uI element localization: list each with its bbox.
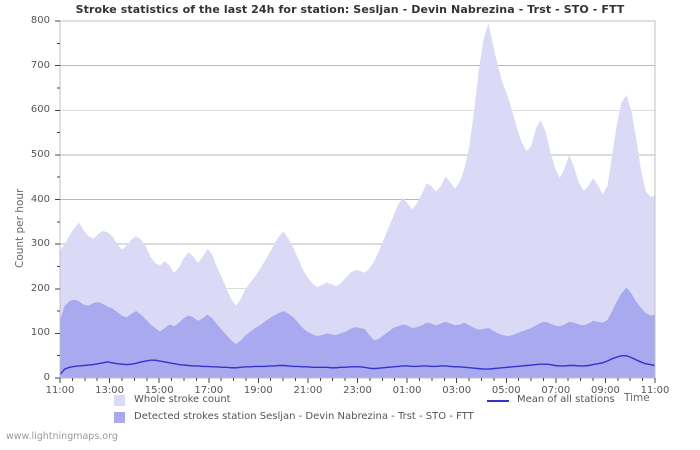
x-tick-label: 11:00 (45, 385, 75, 396)
x-tick-label: 19:00 (243, 385, 273, 396)
legend-swatch-whole-stroke (114, 395, 125, 406)
footer-watermark: www.lightningmaps.org (6, 431, 118, 442)
x-tick-label: 09:00 (590, 385, 620, 396)
x-tick-label: 23:00 (343, 385, 372, 396)
x-axis-label: Time (624, 392, 650, 404)
y-tick-label: 800 (30, 15, 50, 26)
legend-label-detected-strokes: Detected strokes station Sesljan - Devin… (134, 411, 474, 422)
x-tick-label: 17:00 (194, 385, 224, 396)
y-tick-label: 400 (30, 193, 50, 205)
x-tick-label: 05:00 (491, 385, 521, 396)
series-layer (59, 23, 656, 378)
legend-label-mean: Mean of all stations (517, 394, 615, 405)
x-tick-label: 15:00 (144, 385, 174, 396)
y-tick-label: 500 (30, 148, 50, 160)
series-area (60, 23, 655, 378)
x-tick-label: 11:00 (640, 385, 670, 396)
y-tick-label: 600 (30, 104, 50, 116)
chart-title: Stroke statistics of the last 24h for st… (75, 3, 625, 16)
series-area (60, 287, 655, 378)
y-tick-label: 700 (30, 59, 50, 71)
y-tick-label: 300 (30, 238, 50, 250)
y-tick-label: 200 (30, 282, 50, 294)
series-line (59, 354, 656, 375)
legend-swatch-detected-strokes (114, 412, 125, 423)
x-tick-label: 21:00 (293, 385, 323, 396)
legend-label-whole-stroke: Whole stroke count (134, 394, 231, 405)
x-tick-label: 03:00 (442, 385, 472, 396)
y-tick-label: 0 (43, 372, 50, 383)
x-tick-label: 07:00 (541, 385, 571, 396)
legend-line-mean (487, 400, 509, 402)
x-tick-label: 01:00 (392, 385, 422, 396)
x-tick-label: 13:00 (95, 385, 124, 396)
tick-marks (55, 20, 656, 383)
y-tick-label: 100 (30, 327, 50, 339)
